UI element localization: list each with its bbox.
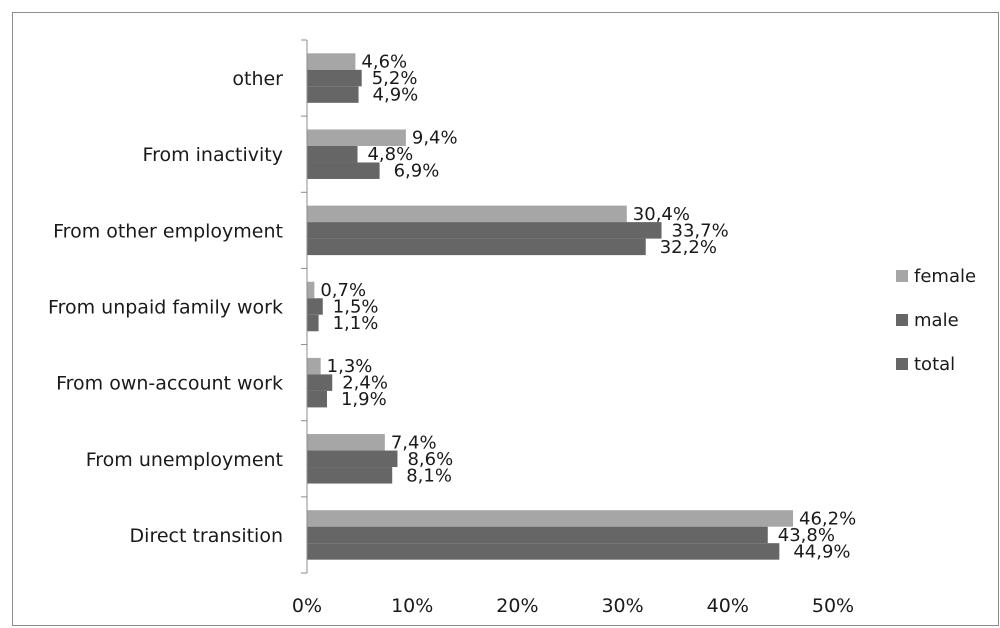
legend-label-female: female [914,266,976,287]
bar-male [307,298,323,315]
bar-total [307,86,359,103]
data-label-male: 4,8% [367,144,413,165]
data-label-male: 33,7% [672,220,729,241]
bar-female [307,357,321,375]
bar-total [307,314,319,332]
legend-swatch-total [896,358,908,370]
bar-male [307,69,362,87]
bar-male [307,450,398,468]
x-tick-label: 30% [601,595,643,617]
legend: female male total [896,266,976,375]
legend-swatch-male [896,314,908,326]
data-labels-layer: 4,6%5,2%4,9% 9,4%4,8%6,9% 30,4%33,7%32,2% 0… [320,52,856,563]
data-label-female: 4,6% [361,52,407,73]
data-label-male: 2,4% [342,373,388,394]
data-label-total: 44,9% [793,541,850,562]
x-tick-label: 10% [391,595,433,617]
data-label-male: 5,2% [372,68,418,89]
legend-label-total: total [914,354,955,375]
category-label: From unpaid family work [48,297,283,319]
data-label-total: 32,2% [660,237,717,258]
data-label-total: 4,9% [373,85,419,106]
data-label-female: 0,7% [320,280,366,301]
category-label: From unemployment [86,449,283,471]
data-label-male: 8,6% [407,449,453,470]
data-label-female: 46,2% [799,508,856,529]
data-label-female: 1,3% [327,356,373,377]
data-label-total: 8,1% [406,465,452,486]
data-label-female: 7,4% [391,432,437,453]
x-tick-label: 0% [292,595,322,617]
bar-total [307,543,780,560]
bar-female [307,434,385,451]
data-label-female: 30,4% [633,204,690,225]
bar-male [307,222,662,239]
data-label-total: 1,1% [333,313,379,334]
bar-female [307,129,406,146]
category-label: From own-account work [56,373,283,395]
data-label-total: 6,9% [394,161,440,182]
legend-label-male: male [914,310,959,331]
bar-male [307,526,768,544]
data-label-male: 43,8% [778,525,835,546]
category-label: Direct transition [130,525,283,547]
x-tick-label: 20% [496,595,538,617]
bar-female [307,281,315,299]
data-label-total: 1,9% [341,389,387,410]
data-label-male: 1,5% [333,297,379,318]
category-label: From other employment [53,220,283,242]
legend-swatch-female [896,270,908,282]
category-label: From inactivity [143,144,283,166]
data-label-female: 9,4% [412,128,458,149]
axes-layer: other From inactivity From other employmen… [48,39,854,617]
x-tick-label: 50% [812,595,854,617]
bar-male [307,145,358,163]
bar-total [307,467,393,484]
bar-female [307,205,627,223]
bars-layer [307,53,794,560]
bar-female [307,53,356,70]
bar-total [307,162,380,179]
bar-total [307,238,646,256]
category-label: other [232,68,283,90]
x-tick-label: 40% [707,595,749,617]
bar-male [307,374,333,391]
bar-total [307,390,327,408]
bar-female [307,510,794,527]
